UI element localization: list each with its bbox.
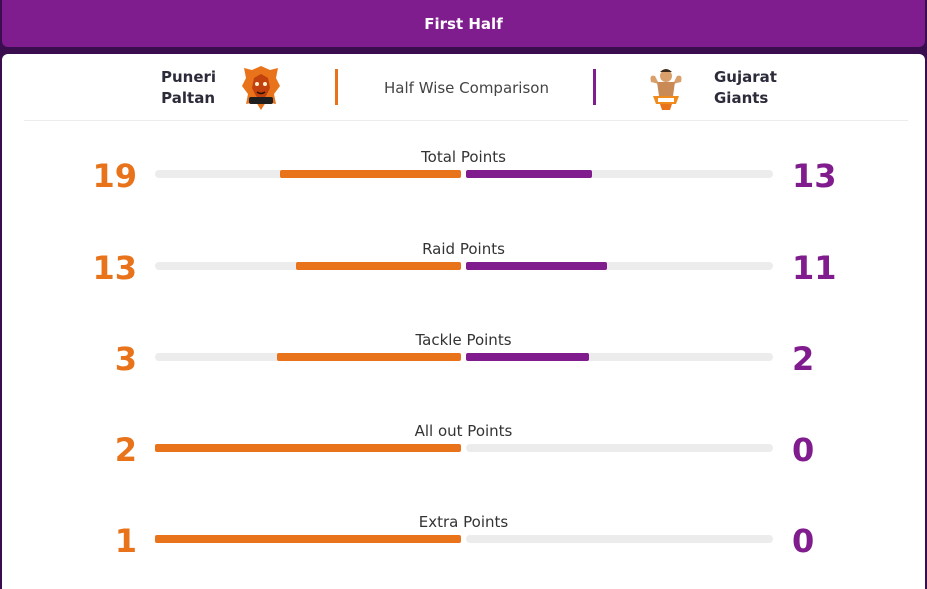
away-team-name-line2: Giants xyxy=(714,89,769,107)
away-stat-track xyxy=(466,170,773,178)
comparison-card: Puneri Paltan Half Wise Comparison Gujar… xyxy=(2,54,925,589)
home-stat-bar xyxy=(155,444,461,452)
away-stat-value: 0 xyxy=(792,431,815,469)
home-team-name-line1: Puneri xyxy=(161,68,217,86)
home-stat-value: 1 xyxy=(114,522,137,560)
home-stat-bar xyxy=(295,262,461,270)
home-stat-value: 13 xyxy=(92,249,137,287)
away-stat-bar xyxy=(466,353,589,361)
stat-row: Total Points 19 13 xyxy=(2,148,925,208)
away-stat-track xyxy=(466,444,773,452)
home-stat-value: 19 xyxy=(92,157,137,195)
away-stat-value: 13 xyxy=(792,157,837,195)
puneri-paltan-logo-icon xyxy=(242,66,280,110)
away-stat-track xyxy=(466,353,773,361)
away-team-name-line1: Gujarat xyxy=(714,68,777,86)
comparison-header: Puneri Paltan Half Wise Comparison Gujar… xyxy=(24,54,908,121)
away-team-name: Gujarat Giants xyxy=(714,67,794,109)
home-divider-bar xyxy=(335,69,338,105)
away-divider-bar xyxy=(593,69,596,105)
stat-row: Raid Points 13 11 xyxy=(2,240,925,300)
comparison-title: Half Wise Comparison xyxy=(384,79,549,97)
stat-row: All out Points 2 0 xyxy=(2,422,925,482)
stat-label: All out Points xyxy=(414,422,513,440)
home-stat-bar xyxy=(280,170,461,178)
first-half-tab-label: First Half xyxy=(424,14,503,33)
home-team-name: Puneri Paltan xyxy=(161,67,217,109)
stat-row: Extra Points 1 0 xyxy=(2,513,925,573)
away-stat-value: 11 xyxy=(792,249,837,287)
away-stat-value: 0 xyxy=(792,522,815,560)
stat-label: Total Points xyxy=(421,148,506,166)
stat-label: Tackle Points xyxy=(415,331,512,349)
home-stat-bar xyxy=(155,535,461,543)
home-stat-track xyxy=(155,444,461,452)
away-stat-track xyxy=(466,262,773,270)
first-half-tab[interactable]: First Half xyxy=(2,0,925,47)
home-stat-track xyxy=(155,170,461,178)
stat-label: Extra Points xyxy=(418,513,509,531)
home-stat-track xyxy=(155,535,461,543)
home-stat-bar xyxy=(277,353,461,361)
home-stat-value: 2 xyxy=(114,431,137,469)
home-team-name-line2: Paltan xyxy=(161,89,215,107)
away-stat-value: 2 xyxy=(792,340,815,378)
home-stat-value: 3 xyxy=(114,340,137,378)
home-stat-track xyxy=(155,262,461,270)
away-stat-bar xyxy=(466,262,608,270)
home-stat-track xyxy=(155,353,461,361)
stat-row: Tackle Points 3 2 xyxy=(2,331,925,391)
gujarat-giants-logo-icon xyxy=(650,69,682,110)
away-stat-track xyxy=(466,535,773,543)
away-stat-bar xyxy=(466,170,592,178)
stat-label: Raid Points xyxy=(422,240,505,258)
